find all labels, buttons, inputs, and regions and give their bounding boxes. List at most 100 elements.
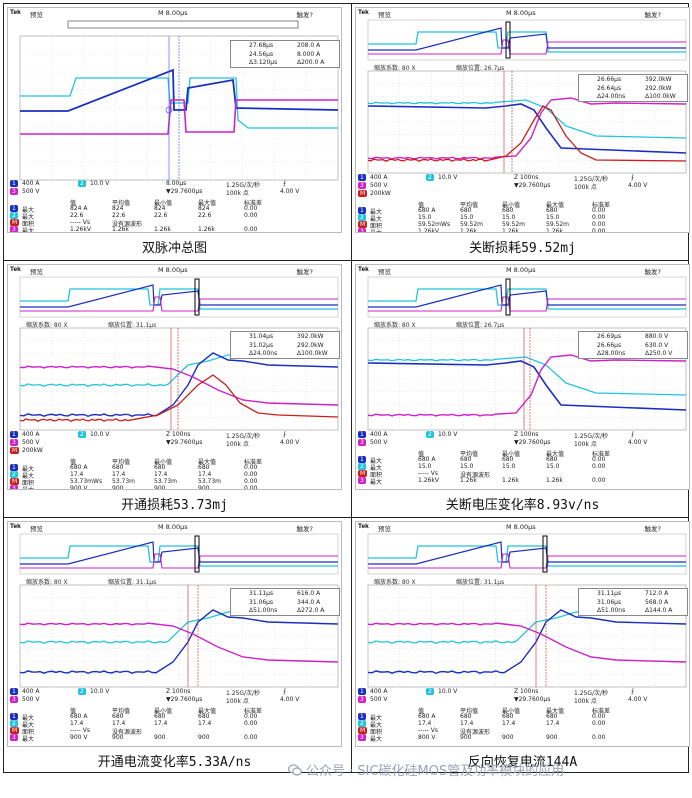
table-row: 2 最大 22.6 22.6 22.6 22.6 0.00 xyxy=(8,212,341,221)
row-label: 最大 xyxy=(22,228,35,233)
acq-state: 预览 xyxy=(30,268,43,276)
table-cell: 900 xyxy=(112,485,124,490)
table-cell: 680 A xyxy=(418,207,436,214)
acq-state: 预览 xyxy=(378,11,391,19)
brand-logo: Tek xyxy=(358,266,369,273)
trigger-status: 触发? xyxy=(296,525,313,533)
scope-status-bar: Tek 预览 M 8.00μs 触发? xyxy=(8,265,341,277)
table-cell: 17.4 xyxy=(70,720,84,727)
row-channel-chip: M xyxy=(358,221,368,228)
table-cell: 0.00 xyxy=(244,471,258,478)
zoom-window[interactable] xyxy=(505,278,511,316)
table-cell: 0.00 xyxy=(592,207,606,214)
row-label: 面积 xyxy=(370,223,383,230)
table-row: 3 最大 900 V 900 900 900 0.00 xyxy=(8,485,341,490)
table-row: 3 最大 1.26kV 1.26k 1.26k 1.26k 0.00 xyxy=(8,226,341,233)
table-cell: 15.0 xyxy=(502,214,516,221)
table-row: M 面积 59.52mWs 59.52m 59.52m 59.52m 0.00 xyxy=(356,221,689,230)
table-cell: 900 xyxy=(154,485,166,490)
timebase-readout: M 8.00μs xyxy=(158,266,188,274)
cursor-readout: 27.68μs 208.0 A 24.56μs 8.000 A Δ3.120μs Δ200… xyxy=(230,40,340,68)
channel-row: M 200kW xyxy=(8,447,341,455)
cursor-time: 31.04μs xyxy=(249,333,274,340)
table-header-cell: 最小值 xyxy=(154,708,173,715)
table-cell: 680 xyxy=(546,456,558,463)
table-cell: ----- Vs xyxy=(418,727,438,734)
table-cell: 680 xyxy=(112,713,124,720)
time-per-div: Z 100ns xyxy=(514,431,539,438)
table-header: 值 平均值 最小值 最大值 标准差 xyxy=(356,706,689,715)
oscilloscope-screenshot: Tek 预览 M 8.00μs 触发? 27.68μs 208.0 A 24.56μs 8.0… xyxy=(7,7,342,233)
table-row: 2 最大 17.4 17.4 17.4 17.4 0.00 xyxy=(356,720,689,729)
channel-row: 3 500 V ▼29.7600μs 100k 点 4.00 V xyxy=(8,439,341,448)
table-cell: 没有源波形 xyxy=(112,221,143,228)
ch3-voltage-trace xyxy=(19,622,339,663)
zoom-window[interactable] xyxy=(194,278,200,316)
sample-rate: 1.25G/次/秒 xyxy=(574,176,609,183)
zoom-window[interactable] xyxy=(505,21,511,59)
waveform-display xyxy=(19,276,339,431)
cursor-time: Δ24.00ns xyxy=(597,93,626,100)
ch2-gate-trace xyxy=(20,77,338,129)
cursor-value: Δ250.0 V xyxy=(645,350,673,357)
ch3-scale: 500 V xyxy=(370,439,388,446)
trigger-slope-icon: ⨍ xyxy=(631,431,635,438)
table-cell: 59.52m xyxy=(546,221,570,228)
table-cell: 1.26k xyxy=(460,228,477,233)
table-cell: 824 xyxy=(112,205,124,212)
trigger-slope-icon: ⨍ xyxy=(283,688,287,695)
table-cell: 1.26k xyxy=(112,226,129,233)
table-cell: 680 xyxy=(112,464,124,471)
acq-state: 预览 xyxy=(378,525,391,533)
table-row: 1 最大 680 A 680 680 680 0.00 xyxy=(356,713,689,722)
ch2-gate-trace xyxy=(367,99,687,139)
figure-cell: Tek 预览 M 8.00μs 触发? 缩放系数: 80 X 缩放位置: 31.1μs 31… xyxy=(351,517,692,773)
table-row: 3 最大 1.26kV 1.26k 1.26k 1.26k 0.00 xyxy=(356,228,689,233)
overview-strip xyxy=(367,276,687,318)
table-cell: 680 xyxy=(546,207,558,214)
figure-cell: Tek 预览 M 8.00μs 触发? 缩放系数: 80 X 缩放位置: 31.1μs 31… xyxy=(3,260,346,516)
trigger-slope-icon: ⨍ xyxy=(631,174,635,181)
table-cell: 1.26kV xyxy=(418,228,439,233)
zoom-window[interactable] xyxy=(194,535,200,573)
wechat-icon xyxy=(288,764,302,776)
table-cell: 59.52m xyxy=(460,221,484,228)
table-cell: 900 xyxy=(502,734,514,741)
row-label: 面积 xyxy=(22,221,35,228)
channel-row: M 200kW xyxy=(356,190,689,198)
table-cell: 0.00 xyxy=(244,713,258,720)
row-channel-chip: 1 xyxy=(358,207,366,214)
zoom-window[interactable] xyxy=(542,535,548,573)
table-header-cell: 值 xyxy=(418,708,425,715)
table-header-cell: 最大值 xyxy=(198,459,217,466)
ch1-current-trace xyxy=(367,103,687,154)
table-cell: 15.0 xyxy=(502,463,516,470)
zoom-position: 缩放位置: 31.1μs xyxy=(456,579,505,586)
ch3-chip: 3 xyxy=(358,439,366,446)
ch2-scale: 10.0 V xyxy=(438,688,458,695)
table-row: 3 最大 900 V 900 900 900 0.00 xyxy=(8,734,341,743)
row-channel-chip: 3 xyxy=(10,734,18,741)
trigger-level: 4.00 V xyxy=(280,188,300,195)
figure-caption: 关断损耗59.52mj xyxy=(469,241,576,256)
time-per-div: Z 100ns xyxy=(514,688,539,695)
row-channel-chip: 1 xyxy=(10,205,18,212)
overview-ch3 xyxy=(368,553,686,569)
ch3-chip: 3 xyxy=(10,439,18,446)
row-channel-chip: M xyxy=(10,219,20,226)
table-row: 3 最大 800 V 900 900 900 0.00 xyxy=(356,734,689,743)
overview-strip xyxy=(19,533,339,575)
table-header-cell: 标准差 xyxy=(592,708,611,715)
sample-rate: 1.25G/次/秒 xyxy=(226,690,261,697)
ch2-scale: 10.0 V xyxy=(90,688,110,695)
channel-row: 3 500 V ▼29.7600μs 100k 点 4.00 V xyxy=(8,188,341,197)
ch1-chip: 1 xyxy=(358,174,366,181)
figure-caption: 双脉冲总图 xyxy=(141,241,207,256)
cursor-time: 31.11μs xyxy=(597,590,622,597)
row-label: 最大 xyxy=(370,228,382,232)
table-cell: 680 A xyxy=(70,713,88,720)
table-header-cell: 最大值 xyxy=(198,708,217,715)
acq-state: 预览 xyxy=(378,268,391,276)
record-points: 100k 点 xyxy=(574,184,597,191)
ch2-chip: 2 xyxy=(426,174,434,181)
